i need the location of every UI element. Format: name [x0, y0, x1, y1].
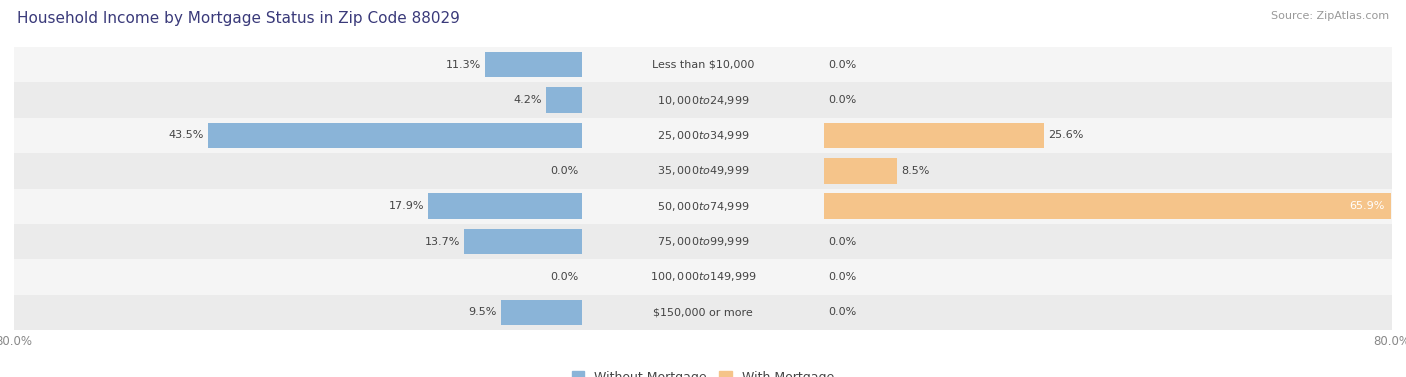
- Text: $75,000 to $99,999: $75,000 to $99,999: [657, 235, 749, 248]
- Bar: [501, 300, 582, 325]
- Text: $150,000 or more: $150,000 or more: [654, 307, 752, 317]
- Bar: [547, 87, 582, 113]
- Text: Source: ZipAtlas.com: Source: ZipAtlas.com: [1271, 11, 1389, 21]
- Text: 0.0%: 0.0%: [550, 272, 578, 282]
- Bar: [824, 193, 1391, 219]
- Text: 0.0%: 0.0%: [828, 272, 856, 282]
- Text: 0.0%: 0.0%: [828, 95, 856, 105]
- Text: 65.9%: 65.9%: [1348, 201, 1384, 211]
- Text: 0.0%: 0.0%: [550, 166, 578, 176]
- Bar: [485, 52, 582, 77]
- Bar: [208, 123, 582, 148]
- Text: 43.5%: 43.5%: [169, 130, 204, 141]
- Legend: Without Mortgage, With Mortgage: Without Mortgage, With Mortgage: [567, 366, 839, 377]
- Text: 4.2%: 4.2%: [513, 95, 541, 105]
- Text: 25.6%: 25.6%: [1049, 130, 1084, 141]
- Bar: [14, 83, 1392, 118]
- Text: 9.5%: 9.5%: [468, 307, 496, 317]
- Text: 0.0%: 0.0%: [828, 60, 856, 70]
- Bar: [429, 193, 582, 219]
- Bar: [464, 229, 582, 254]
- Bar: [14, 47, 1392, 83]
- Bar: [14, 294, 1392, 330]
- Text: $100,000 to $149,999: $100,000 to $149,999: [650, 270, 756, 284]
- Text: $35,000 to $49,999: $35,000 to $49,999: [657, 164, 749, 177]
- Text: 11.3%: 11.3%: [446, 60, 481, 70]
- Text: 13.7%: 13.7%: [425, 236, 460, 247]
- Text: 8.5%: 8.5%: [901, 166, 929, 176]
- Bar: [14, 188, 1392, 224]
- Bar: [14, 118, 1392, 153]
- Text: $25,000 to $34,999: $25,000 to $34,999: [657, 129, 749, 142]
- Bar: [14, 224, 1392, 259]
- Bar: [824, 158, 897, 184]
- Text: Less than $10,000: Less than $10,000: [652, 60, 754, 70]
- Bar: [14, 153, 1392, 188]
- Bar: [14, 259, 1392, 294]
- Text: 0.0%: 0.0%: [828, 307, 856, 317]
- Text: 17.9%: 17.9%: [388, 201, 425, 211]
- Text: 0.0%: 0.0%: [828, 236, 856, 247]
- Text: $50,000 to $74,999: $50,000 to $74,999: [657, 200, 749, 213]
- Text: $10,000 to $24,999: $10,000 to $24,999: [657, 93, 749, 107]
- Bar: [824, 123, 1045, 148]
- Text: Household Income by Mortgage Status in Zip Code 88029: Household Income by Mortgage Status in Z…: [17, 11, 460, 26]
